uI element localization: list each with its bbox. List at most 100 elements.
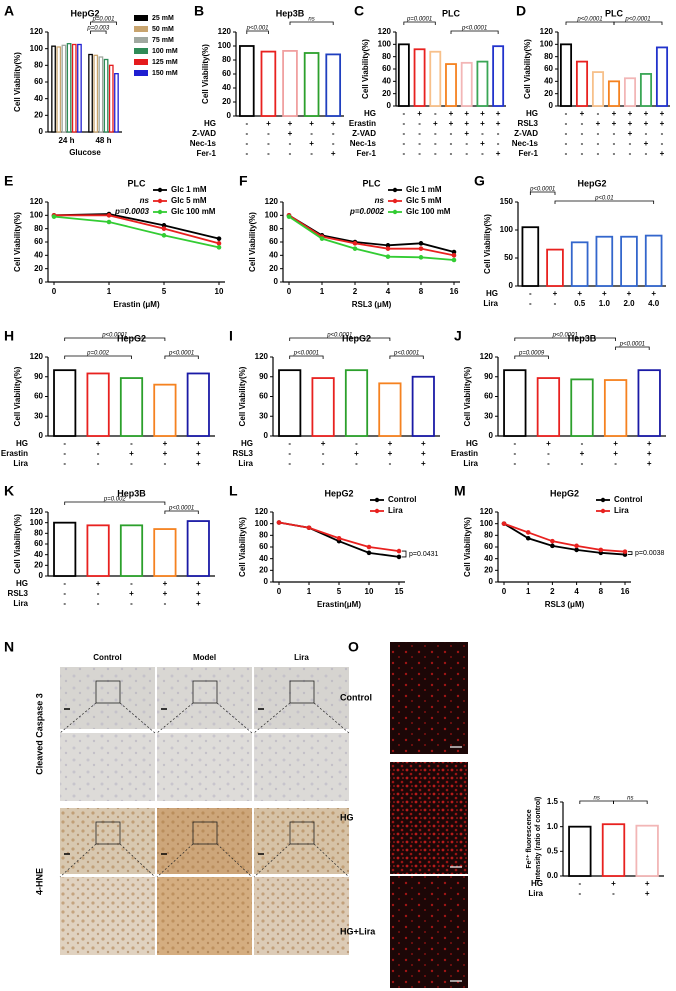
bar	[77, 43, 82, 133]
y-tick-label: 60	[544, 64, 553, 73]
condition-mark: -	[403, 149, 406, 158]
condition-mark: +	[421, 459, 426, 468]
panel-letter: B	[194, 3, 204, 19]
condition-mark: -	[63, 439, 66, 448]
condition-mark: +	[660, 149, 665, 158]
y-axis-label: Cell Viability(%)	[201, 44, 210, 104]
annotation: p=0.0001	[406, 17, 432, 23]
condition-mark: -	[403, 109, 406, 118]
y-tick-label: 0	[509, 281, 514, 290]
y-tick-label: 40	[544, 76, 553, 85]
column-label: Model	[193, 653, 216, 662]
condition-mark: -	[513, 439, 516, 448]
micrograph-texture	[254, 808, 349, 874]
condition-mark: +	[354, 449, 359, 458]
condition-mark: +	[660, 109, 665, 118]
legend-marker	[600, 497, 606, 503]
chart-title: HepG2	[577, 178, 606, 188]
x-tick-label: 24 h	[58, 136, 74, 145]
row-label: HG	[340, 812, 354, 822]
condition-mark: +	[612, 109, 617, 118]
y-tick-label: 0	[39, 277, 44, 286]
condition-mark: +	[196, 449, 201, 458]
y-tick-label: 60	[259, 392, 268, 401]
point	[161, 226, 167, 231]
condition-mark: +	[196, 599, 201, 608]
panel-letter: J	[454, 328, 462, 344]
bar	[639, 73, 653, 107]
condition-mark: -	[403, 129, 406, 138]
condition-mark: -	[288, 439, 291, 448]
chart-title: HepG2	[550, 488, 579, 498]
chart-title: PLC	[605, 8, 624, 18]
y-axis-label: Cell Viability(%)	[13, 52, 22, 112]
condition-mark: -	[513, 449, 516, 458]
condition-mark: -	[614, 459, 617, 468]
legend-label: Glc 100 mM	[406, 207, 451, 216]
y-tick-label: 0	[227, 111, 232, 120]
x-tick-label: 1	[320, 287, 325, 296]
legend-label: 25 mM	[152, 15, 174, 22]
bracket	[514, 337, 616, 341]
legend-label: Lira	[614, 506, 629, 515]
bar	[595, 235, 614, 287]
condition-mark: -	[245, 119, 248, 128]
point	[366, 550, 372, 556]
condition-mark: +	[580, 109, 585, 118]
condition-mark: -	[565, 119, 568, 128]
series-line	[503, 522, 626, 556]
y-tick-label: 80	[34, 224, 43, 233]
annotation: p<0.0001	[624, 17, 650, 23]
y-tick-label: 120	[480, 352, 494, 361]
legend-marker	[392, 187, 398, 193]
y-axis-label: Cell Viability(%)	[463, 366, 472, 426]
bar	[53, 369, 77, 437]
chart-title: PLC	[128, 178, 147, 188]
zoom-box	[95, 821, 121, 845]
point	[216, 241, 222, 246]
point	[451, 253, 457, 258]
legend-label: 75 mM	[152, 37, 174, 44]
zoom-guide	[253, 843, 291, 878]
bar	[607, 80, 621, 107]
condition-mark: -	[497, 139, 500, 148]
condition-mark: -	[418, 149, 421, 158]
condition-mark: -	[322, 459, 325, 468]
condition-mark: -	[581, 139, 584, 148]
panel-letter: H	[4, 328, 14, 344]
legend-marker	[374, 508, 380, 514]
panel-letter: A	[4, 3, 14, 19]
condition-mark: 0.5	[574, 299, 586, 308]
bracket	[289, 337, 391, 341]
condition-mark: -	[547, 459, 550, 468]
point	[385, 243, 391, 248]
y-tick-label: 40	[34, 94, 43, 103]
y-tick-label: 60	[34, 237, 43, 246]
condition-mark: -	[565, 109, 568, 118]
condition-mark: -	[245, 139, 248, 148]
point	[550, 543, 555, 549]
y-tick-label: 0	[264, 431, 269, 440]
bar	[88, 53, 93, 133]
y-tick-label: 1.0	[547, 822, 559, 831]
y-tick-label: 0.0	[547, 871, 559, 880]
bar	[98, 56, 104, 133]
annotation: p<0.0001	[552, 333, 578, 339]
chart-title: HepG2	[324, 488, 353, 498]
y-tick-label: 80	[382, 52, 391, 61]
condition-mark: -	[597, 139, 600, 148]
bar	[56, 46, 62, 133]
y-tick-label: 20	[34, 264, 43, 273]
y-tick-label: 30	[484, 411, 493, 420]
bar	[635, 824, 659, 877]
chart-title: PLC	[363, 178, 382, 188]
condition-mark: -	[164, 599, 167, 608]
series-line	[288, 214, 455, 257]
y-tick-label: 100	[255, 519, 269, 528]
condition-mark: +	[613, 449, 618, 458]
y-tick-label: 90	[34, 372, 43, 381]
condition-mark: -	[565, 129, 568, 138]
point	[161, 233, 167, 238]
condition-mark: -	[130, 579, 133, 588]
